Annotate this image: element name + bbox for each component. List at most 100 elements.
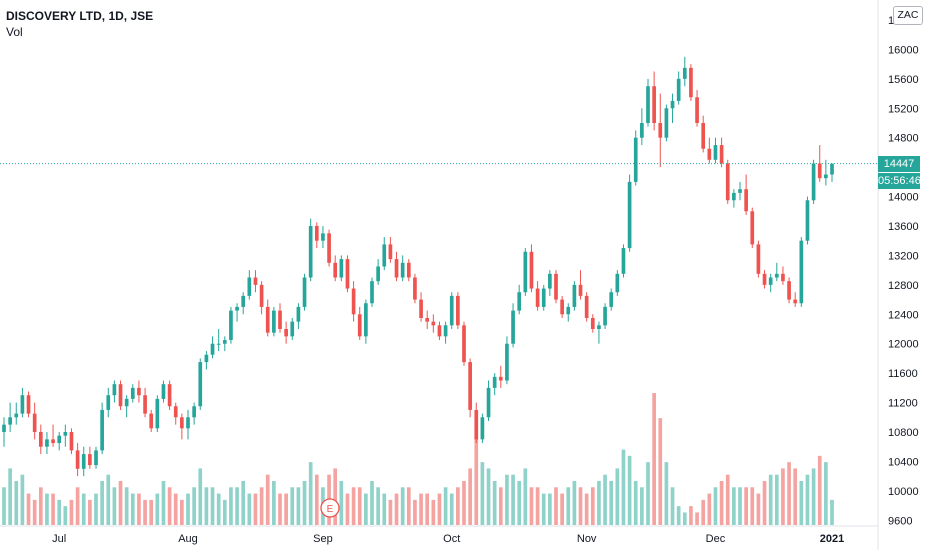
candle-body	[462, 325, 466, 363]
volume-bar	[241, 481, 246, 525]
earnings-marker[interactable]: E	[320, 498, 340, 518]
candle	[124, 395, 129, 418]
candle-body	[296, 306, 301, 322]
volume-bar	[713, 487, 718, 525]
candle-body	[167, 384, 172, 407]
candle	[768, 273, 773, 293]
candle	[419, 292, 423, 322]
price-tick-label: 13200	[888, 250, 919, 262]
volume-bar	[781, 468, 785, 525]
volume-bar	[603, 474, 607, 525]
volume-bar	[290, 487, 295, 525]
candle-body	[750, 211, 755, 245]
chart-legend: DISCOVERY LTD, 1D, JSE Vol	[6, 8, 153, 40]
price-tick-label: 15200	[888, 103, 919, 115]
candle-body	[664, 108, 669, 138]
candle-body	[406, 262, 411, 278]
candle-body	[100, 409, 104, 451]
candle-body	[180, 417, 184, 429]
volume-bar	[732, 487, 736, 525]
candle-body	[707, 148, 712, 160]
volume-bar	[456, 487, 460, 525]
candle-body	[560, 299, 564, 315]
candle	[744, 174, 748, 215]
volume-bar	[554, 487, 558, 525]
volume-bar	[296, 487, 301, 525]
volume-bar	[566, 487, 571, 525]
volume-bar	[272, 481, 276, 525]
candle	[781, 266, 785, 285]
candle	[130, 384, 135, 403]
volume-bar	[247, 493, 252, 525]
candle	[787, 277, 791, 304]
candle-body	[137, 387, 141, 396]
volume-bar	[486, 468, 491, 525]
volume-bar	[541, 493, 546, 525]
volume-bar	[572, 481, 577, 525]
candle	[272, 306, 276, 337]
volume-bar	[382, 493, 387, 525]
volume-bar	[376, 487, 380, 525]
candle-body	[511, 310, 515, 344]
volume-bar	[143, 499, 147, 525]
volume-bar	[492, 481, 497, 525]
volume-bar	[38, 487, 43, 525]
volume-bar	[627, 455, 632, 525]
volume-bar	[88, 499, 92, 525]
candle	[364, 299, 368, 344]
volume-bar	[278, 493, 282, 525]
candle-body	[284, 329, 288, 337]
candle-body	[787, 281, 791, 300]
volume-bar	[302, 481, 307, 525]
time-tick-label: Dec	[706, 533, 726, 545]
candle	[186, 409, 190, 440]
candle	[180, 413, 184, 440]
price-tick-label: 13600	[888, 221, 919, 233]
candle-body	[658, 123, 663, 138]
candle	[45, 432, 49, 455]
candle	[732, 189, 736, 208]
volume-bar	[406, 487, 411, 525]
candle	[480, 413, 485, 444]
candle	[173, 402, 178, 425]
volume-bar	[431, 499, 436, 525]
candle	[265, 299, 270, 337]
symbol-title[interactable]: DISCOVERY LTD, 1D, JSE	[6, 9, 154, 23]
candle	[652, 71, 656, 131]
volume-legend[interactable]: Vol	[6, 25, 23, 39]
candle-body	[345, 259, 350, 289]
volume-bar	[94, 493, 98, 525]
volume-bar	[725, 474, 730, 525]
candle	[590, 314, 595, 333]
currency-label[interactable]: ZAC	[893, 6, 923, 25]
price-tick-label: 1	[888, 15, 894, 27]
candle-body	[161, 384, 166, 399]
volume-bar	[695, 512, 699, 525]
candle-body	[689, 67, 693, 98]
candle-body	[204, 354, 209, 363]
candle	[100, 402, 104, 455]
volume-bar	[364, 493, 368, 525]
volume-bar	[106, 474, 111, 525]
candle-body	[357, 314, 362, 337]
price-tick-label: 11200	[888, 398, 918, 410]
candle-body	[130, 387, 135, 399]
candle	[204, 351, 209, 370]
volume-bar	[51, 493, 55, 525]
candle	[88, 446, 92, 469]
candle-body	[222, 340, 227, 344]
volume-bar	[449, 493, 454, 525]
candle-body	[272, 310, 276, 333]
candle-body	[94, 450, 98, 466]
candle-body	[523, 251, 528, 293]
candle-body	[155, 398, 160, 429]
price-tick-label: 12400	[888, 309, 919, 321]
volume-bar	[523, 468, 528, 525]
volume-bar	[413, 499, 417, 525]
candle	[290, 317, 295, 341]
candle-body	[51, 439, 55, 444]
candle-body	[88, 454, 92, 466]
price-tick-label: 11600	[888, 368, 918, 380]
volume-bar	[584, 493, 589, 525]
